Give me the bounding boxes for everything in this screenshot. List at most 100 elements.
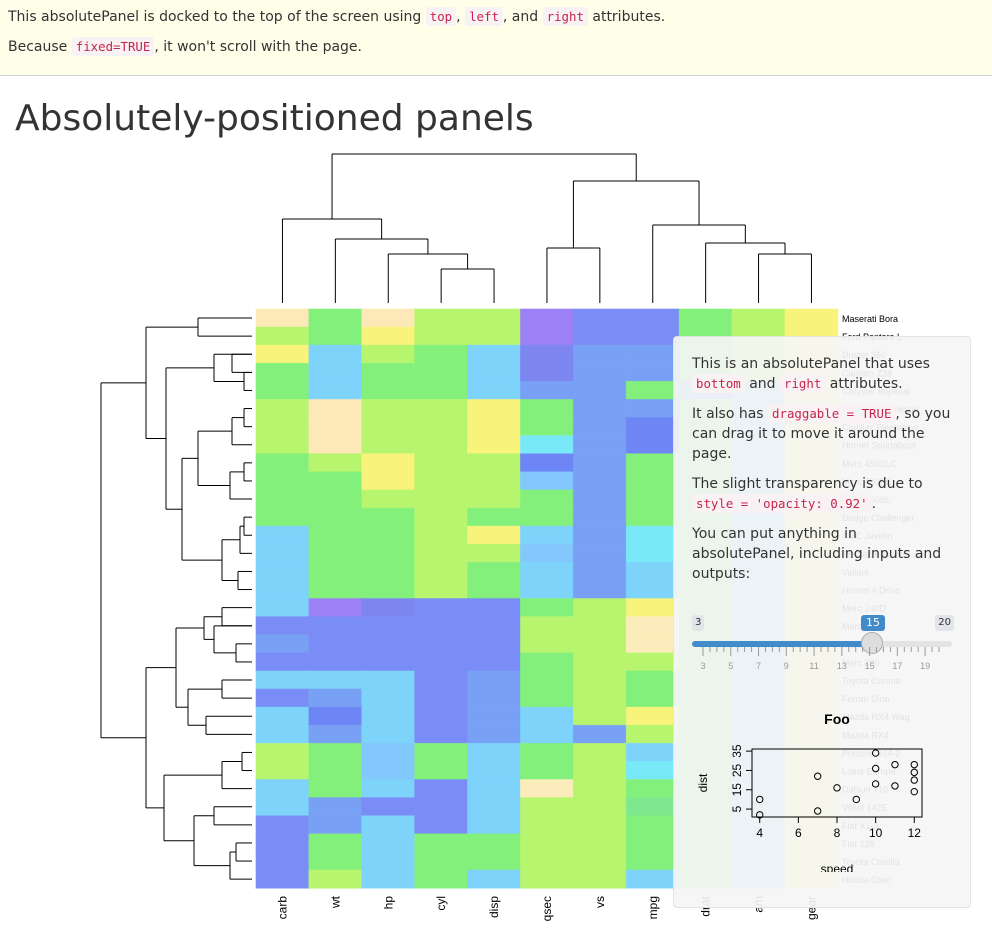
heatmap-cell bbox=[467, 598, 522, 618]
heatmap-cell bbox=[520, 851, 574, 871]
heatmap-cell bbox=[414, 688, 469, 708]
chart-title: Foo bbox=[824, 711, 850, 727]
data-point bbox=[833, 784, 841, 792]
heatmap-cell bbox=[572, 543, 627, 563]
heatmap-cell bbox=[467, 851, 522, 871]
heatmap-cell bbox=[625, 580, 680, 600]
heatmap-cell bbox=[255, 706, 310, 726]
heatmap-cell bbox=[467, 815, 522, 835]
heatmap-cell bbox=[572, 779, 627, 799]
draggable-panel[interactable]: This is an absolutePanel that uses botto… bbox=[673, 336, 971, 908]
heatmap-cell bbox=[308, 380, 363, 400]
heatmap-cell bbox=[572, 652, 627, 672]
slider-tick-label: 15 bbox=[865, 661, 875, 671]
heatmap-cell bbox=[414, 851, 469, 871]
text: . bbox=[871, 496, 877, 512]
heatmap-cell bbox=[414, 580, 469, 600]
heatmap-cell bbox=[520, 525, 574, 545]
heatmap-cell bbox=[467, 525, 522, 545]
heatmap-cell bbox=[308, 543, 363, 563]
heatmap-cell bbox=[625, 362, 680, 382]
top-panel-line-1: This absolutePanel is docked to the top … bbox=[8, 7, 665, 27]
heatmap-cell bbox=[572, 453, 627, 473]
heatmap-cell bbox=[308, 453, 363, 473]
heatmap-cell bbox=[255, 471, 310, 491]
heatmap-cell bbox=[625, 742, 680, 763]
text: and bbox=[744, 376, 781, 392]
heatmap-cell bbox=[255, 761, 310, 781]
x-axis-label: speed bbox=[821, 862, 854, 872]
heatmap-cell bbox=[625, 851, 680, 871]
heatmap-cell bbox=[361, 616, 416, 636]
heatmap-cell bbox=[572, 742, 627, 763]
heatmap-cell bbox=[572, 489, 627, 509]
heatmap-cell bbox=[467, 652, 522, 672]
heatmap-cell bbox=[625, 344, 680, 364]
data-point bbox=[891, 760, 899, 769]
range-slider[interactable]: 3 20 15 3 5 7 9 11 13 15 17 19 bbox=[692, 615, 954, 675]
heatmap-cell bbox=[520, 471, 574, 491]
slider-tick-label: 5 bbox=[728, 661, 733, 671]
heatmap-cell bbox=[414, 380, 469, 400]
heatmap-cell bbox=[731, 308, 786, 328]
heatmap-cell bbox=[625, 435, 680, 455]
heatmap-cell bbox=[255, 742, 310, 763]
heatmap-cell bbox=[308, 652, 363, 672]
heatmap-cell bbox=[520, 308, 574, 328]
heatmap-cell bbox=[414, 561, 469, 582]
heatmap-cell bbox=[255, 362, 310, 382]
heatmap-cell bbox=[572, 344, 627, 364]
x-tick-label: 8 bbox=[834, 826, 841, 840]
heatmap-cell bbox=[361, 851, 416, 871]
heatmap-cell bbox=[467, 326, 522, 346]
slider-handle[interactable] bbox=[861, 632, 883, 654]
heatmap-cell bbox=[520, 489, 574, 509]
text: This is an absolutePanel that uses bbox=[692, 356, 930, 372]
heatmap-cell bbox=[414, 652, 469, 672]
code-bottom: bottom bbox=[692, 374, 745, 393]
heatmap-cell bbox=[520, 380, 574, 400]
heatmap-cell bbox=[625, 399, 680, 419]
heatmap-cell bbox=[520, 779, 574, 799]
heatmap-cell bbox=[361, 543, 416, 563]
heatmap-cell bbox=[361, 380, 416, 400]
heatmap-cell bbox=[255, 688, 310, 708]
heatmap-cell bbox=[414, 742, 469, 763]
heatmap-cell bbox=[255, 417, 310, 437]
y-tick-label: 15 bbox=[730, 783, 744, 797]
heatmap-cell bbox=[625, 797, 680, 817]
heatmap-cell bbox=[467, 561, 522, 582]
heatmap-cell bbox=[361, 362, 416, 382]
heatmap-cell bbox=[414, 453, 469, 473]
heatmap-cell bbox=[572, 380, 627, 400]
heatmap-cell bbox=[255, 435, 310, 455]
heatmap-cell bbox=[308, 507, 363, 527]
heatmap-cell bbox=[625, 670, 680, 690]
heatmap-cell bbox=[520, 869, 574, 889]
text: , and bbox=[502, 9, 543, 25]
heatmap-cell bbox=[625, 525, 680, 545]
code-right: right bbox=[780, 374, 826, 393]
heatmap-cell bbox=[625, 869, 680, 889]
heatmap-cell bbox=[255, 399, 310, 419]
heatmap-cell bbox=[255, 670, 310, 690]
heatmap-cell bbox=[255, 561, 310, 582]
heatmap-cell bbox=[625, 308, 680, 328]
slider-tick-label: 3 bbox=[700, 661, 705, 671]
slider-tick-label: 7 bbox=[756, 661, 761, 671]
heatmap-cell bbox=[467, 507, 522, 527]
heatmap-cell bbox=[467, 616, 522, 636]
heatmap-cell bbox=[414, 362, 469, 382]
heatmap-cell bbox=[520, 580, 574, 600]
text: attributes. bbox=[825, 376, 903, 392]
heatmap-cell bbox=[308, 634, 363, 654]
heatmap-cell bbox=[520, 435, 574, 455]
heatmap-cell bbox=[572, 706, 627, 726]
heatmap-cell bbox=[361, 688, 416, 708]
heatmap-cell bbox=[467, 833, 522, 853]
heatmap-cell bbox=[520, 507, 574, 527]
heatmap-row-label: Maserati Bora bbox=[842, 314, 898, 324]
heatmap-cell bbox=[520, 706, 574, 726]
heatmap-cell bbox=[467, 869, 522, 889]
text: The slight transparency is due to bbox=[692, 476, 923, 492]
